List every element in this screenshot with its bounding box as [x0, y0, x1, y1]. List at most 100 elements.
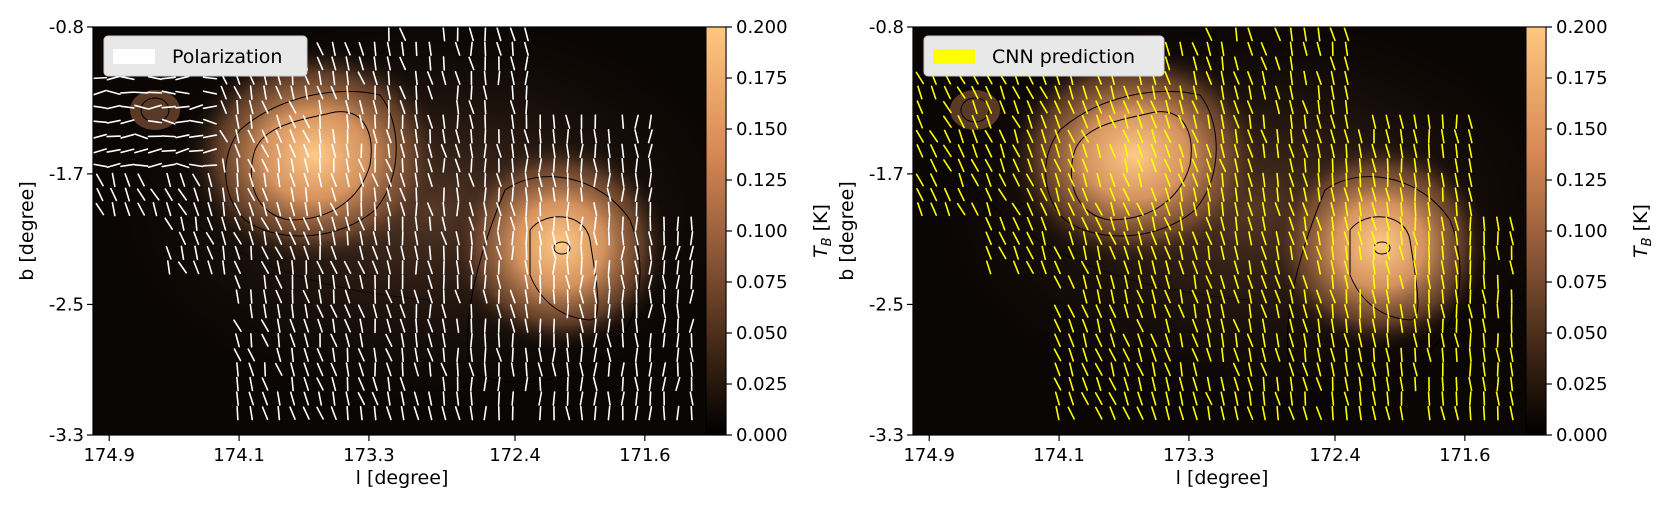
- vector-segment: [1068, 376, 1074, 392]
- vector-segment: [275, 275, 283, 289]
- vector-segment: [1371, 231, 1377, 246]
- vector-segment: [496, 202, 502, 217]
- vector-segment: [552, 158, 556, 173]
- vector-segment: [998, 246, 1007, 260]
- vector-segment: [414, 129, 418, 144]
- vector-segment: [248, 100, 254, 115]
- vector-segment: [455, 129, 461, 144]
- colorbar-tick-label: 0.100: [736, 221, 788, 242]
- vector-segment: [621, 158, 625, 173]
- vector-segment: [1248, 231, 1253, 246]
- vector-segment: [539, 376, 542, 392]
- vector-segment: [1454, 406, 1459, 421]
- vector-segment: [1248, 114, 1252, 129]
- vector-segment: [690, 405, 693, 421]
- vector-segment: [1329, 56, 1336, 71]
- vector-segment: [400, 391, 405, 406]
- vector-segment: [386, 406, 392, 421]
- vector-segment: [648, 405, 653, 421]
- vector-segment: [1260, 245, 1267, 260]
- vector-segment: [1053, 319, 1062, 333]
- vector-segment: [1372, 274, 1376, 290]
- vector-segment: [1247, 41, 1254, 56]
- vector-segment: [1440, 172, 1445, 188]
- vector-segment: [1372, 260, 1376, 275]
- vector-segment: [1094, 202, 1103, 216]
- colorbar-tick-label: 0.125: [1556, 170, 1608, 191]
- vector-segment: [454, 158, 461, 173]
- vector-segment: [1232, 362, 1240, 377]
- vector-segment: [1081, 377, 1089, 391]
- colorbar-ticks: 0.0000.0250.0500.0750.1000.1250.1500.175…: [726, 17, 788, 446]
- vector-segment: [1108, 231, 1117, 245]
- vector-segment: [1357, 231, 1363, 246]
- vector-segment: [497, 260, 501, 275]
- vector-segment: [374, 114, 377, 130]
- vector-segment: [1303, 347, 1307, 363]
- vector-segment: [276, 114, 282, 129]
- vector-segment: [318, 158, 322, 173]
- vector-segment: [371, 173, 379, 187]
- vector-segment: [1385, 143, 1391, 158]
- vector-segment: [985, 85, 993, 100]
- vector-segment: [386, 260, 392, 275]
- vector-segment: [427, 289, 433, 304]
- vector-segment: [357, 348, 365, 362]
- vector-segment: [1041, 172, 1047, 188]
- vector-segment: [1192, 376, 1198, 392]
- vector-segment: [1440, 406, 1446, 421]
- vector-segment: [525, 231, 528, 246]
- vector-segment: [469, 143, 474, 159]
- vector-segment: [415, 85, 418, 100]
- vector-segment: [1247, 377, 1253, 391]
- vector-segment: [970, 159, 980, 172]
- vector-segment: [1398, 245, 1405, 260]
- vector-segment: [607, 129, 611, 144]
- vector-segment: [1414, 376, 1417, 392]
- vector-segment: [318, 143, 322, 159]
- vector-segment: [1371, 216, 1377, 231]
- vector-segment: [372, 129, 378, 144]
- source-1: [185, 45, 445, 265]
- vector-segment: [1234, 158, 1239, 173]
- vector-segment: [1110, 289, 1115, 304]
- vector-segment: [676, 216, 680, 231]
- vector-segment: [552, 143, 556, 159]
- vector-segment: [1427, 216, 1431, 231]
- vector-segment: [399, 173, 406, 187]
- vector-segment: [303, 333, 309, 348]
- vector-segment: [290, 187, 295, 202]
- vector-segment: [385, 289, 393, 304]
- vector-segment: [263, 289, 267, 304]
- vector-segment: [1288, 173, 1295, 187]
- vector-segment: [1385, 245, 1391, 260]
- vector-segment: [1192, 85, 1198, 100]
- vector-segment: [1054, 129, 1061, 144]
- vector-segment: [161, 149, 176, 153]
- vector-segment: [1248, 391, 1252, 406]
- vector-segment: [1191, 173, 1199, 187]
- vector-segment: [1441, 245, 1445, 261]
- vector-segment: [1274, 27, 1281, 42]
- vector-segment: [359, 274, 364, 290]
- y-tick-label: -1.7: [869, 164, 904, 185]
- y-axis-ticks: -0.8-1.7-2.5-3.3: [869, 17, 913, 446]
- vector-segment: [303, 245, 310, 260]
- vector-segment: [1441, 231, 1445, 246]
- vector-segment: [373, 347, 377, 363]
- vector-segment: [277, 158, 281, 173]
- vector-segment: [551, 231, 557, 246]
- vector-segment: [483, 99, 487, 115]
- vector-segment: [1041, 231, 1046, 246]
- vector-segment: [1345, 347, 1348, 363]
- vector-segment: [1274, 289, 1281, 304]
- vector-segment: [1317, 85, 1321, 100]
- vector-segment: [1096, 172, 1102, 188]
- vector-segment: [262, 202, 268, 217]
- vector-segment: [469, 405, 474, 421]
- vector-segment: [263, 274, 267, 290]
- vector-segment: [236, 362, 239, 377]
- vector-segment: [1192, 187, 1198, 202]
- vector-segment: [483, 143, 487, 159]
- vector-segment: [1260, 362, 1268, 377]
